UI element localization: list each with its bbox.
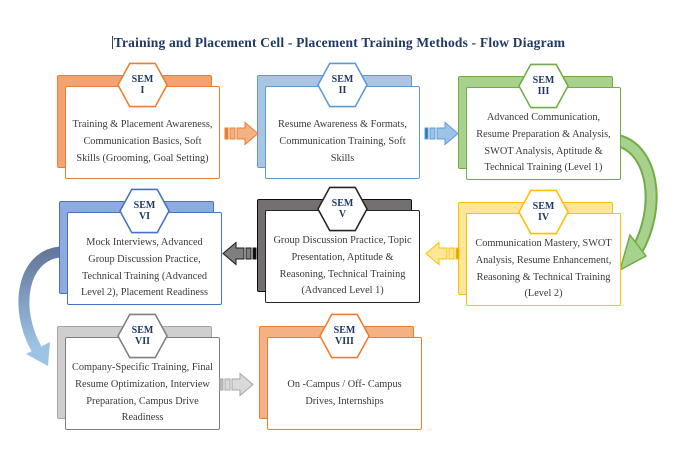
sem-4-card[interactable]: Communication Mastery, SWOT Analysis, Re… — [458, 189, 621, 306]
card-text: Advanced Communication, Resume Preparati… — [476, 112, 611, 174]
badge-label: SEM IV — [532, 200, 555, 224]
sem-8-card[interactable]: On -Campus / Off- Campus Drives, Interns… — [259, 313, 422, 430]
hexagon-icon — [119, 188, 170, 234]
right-arrow-icon[interactable] — [219, 371, 255, 398]
card-text: Group Discussion Practice, Topic Present… — [273, 235, 412, 297]
card-text: Mock Interviews, Advanced Group Discussi… — [81, 237, 208, 299]
left-arrow-icon[interactable] — [424, 240, 460, 267]
sem-7-card[interactable]: Company-Specific Training, Final Resume … — [57, 313, 220, 430]
badge-label: SEM II — [331, 73, 354, 97]
sem-5-badge: SEM V — [317, 186, 368, 232]
badge-label: SEM III — [532, 74, 555, 98]
page-title-text: Training and Placement Cell - Placement … — [113, 35, 566, 50]
sem-3-card[interactable]: Advanced Communication, Resume Preparati… — [458, 63, 621, 180]
curved-down-arrow-icon[interactable] — [596, 128, 671, 283]
badge-label: SEM VII — [131, 324, 154, 348]
hexagon-icon — [317, 62, 368, 108]
sem-1-card[interactable]: Training & Placement Awareness, Communic… — [57, 62, 220, 179]
sem-6-card[interactable]: Mock Interviews, Advanced Group Discussi… — [59, 188, 222, 305]
sem-2-card[interactable]: Resume Awareness & Formats, Communicatio… — [257, 62, 420, 179]
right-arrow-icon[interactable] — [424, 120, 460, 147]
hexagon-icon — [117, 313, 168, 359]
hexagon-icon — [117, 62, 168, 108]
badge-label: SEM VIII — [333, 324, 356, 348]
sem-6-badge: SEM VI — [119, 188, 170, 234]
badge-label: SEM VI — [133, 199, 156, 223]
hexagon-icon — [319, 313, 370, 359]
hexagon-icon — [518, 189, 569, 235]
curved-down-arrow-icon[interactable] — [6, 242, 66, 377]
card-text: Company-Specific Training, Final Resume … — [71, 362, 213, 424]
card-text: Training & Placement Awareness, Communic… — [72, 119, 213, 164]
page-title: Training and Placement Cell - Placement … — [0, 35, 677, 51]
sem-7-badge: SEM VII — [117, 313, 168, 359]
left-arrow-icon[interactable] — [221, 240, 257, 267]
card-text: Communication Mastery, SWOT Analysis, Re… — [475, 238, 612, 300]
sem-5-card[interactable]: Group Discussion Practice, Topic Present… — [257, 186, 420, 303]
text-cursor — [111, 36, 113, 49]
sem-2-badge: SEM II — [317, 62, 368, 108]
sem-4-badge: SEM IV — [518, 189, 569, 235]
hexagon-icon — [317, 186, 368, 232]
sem-8-badge: SEM VIII — [319, 313, 370, 359]
right-arrow-icon[interactable] — [224, 120, 260, 147]
sem-1-badge: SEM I — [117, 62, 168, 108]
card-text: On -Campus / Off- Campus Drives, Interns… — [287, 378, 402, 407]
hexagon-icon — [518, 63, 569, 109]
sem-3-badge: SEM III — [518, 63, 569, 109]
badge-label: SEM V — [331, 197, 354, 221]
badge-label: SEM I — [131, 73, 154, 97]
card-text: Resume Awareness & Formats, Communicatio… — [278, 119, 407, 164]
